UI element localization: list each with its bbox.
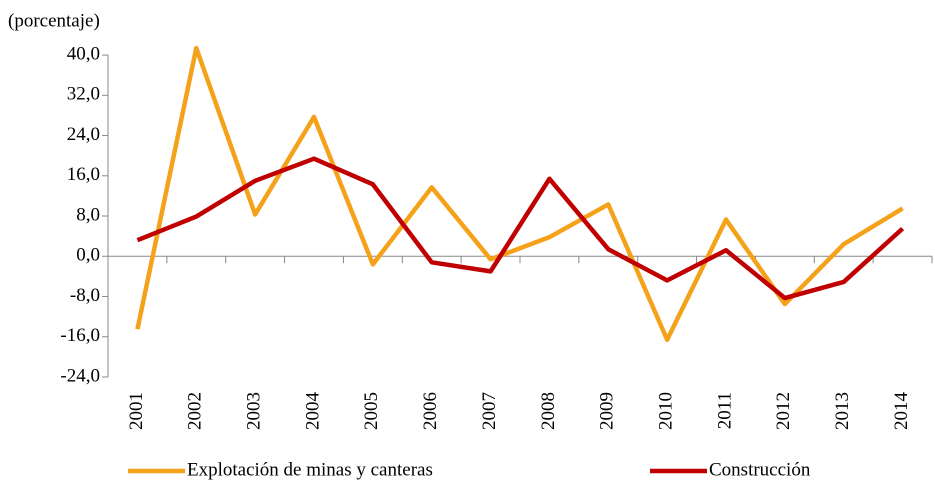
x-tick-label: 2007 — [479, 392, 500, 430]
x-tick-label: 2001 — [126, 392, 147, 430]
y-tick-label: 24,0 — [67, 124, 100, 145]
x-tick-label: 2014 — [891, 392, 912, 431]
y-tick-label: 32,0 — [67, 84, 100, 105]
x-tick-label: 2010 — [656, 392, 677, 430]
series-line — [136, 156, 905, 301]
x-tick-label: 2009 — [597, 392, 618, 430]
x-tick-label: 2005 — [361, 392, 382, 430]
y-tick-label: 8,0 — [76, 204, 100, 225]
y-tick-label: 40,0 — [67, 43, 100, 64]
y-axis-label: (porcentaje) — [8, 10, 100, 31]
y-tick-label: -24,0 — [60, 365, 100, 386]
y-tick-label: -16,0 — [60, 325, 100, 346]
y-tick-label: -8,0 — [70, 285, 100, 306]
x-tick-label: 2004 — [302, 392, 323, 431]
x-tick-label: 2002 — [185, 392, 206, 430]
legend-label: Explotación de minas y canteras — [187, 459, 433, 480]
x-tick-label: 2013 — [832, 392, 853, 430]
y-tick-label: 16,0 — [67, 164, 100, 185]
x-tick-label: 2003 — [244, 392, 265, 430]
x-tick-label: 2012 — [773, 392, 794, 430]
x-tick-label: 2011 — [714, 392, 735, 429]
legend-label: Construcción — [709, 459, 811, 480]
y-tick-label: 0,0 — [76, 245, 100, 266]
x-tick-label: 2006 — [420, 392, 441, 430]
x-tick-label: 2008 — [538, 392, 559, 430]
